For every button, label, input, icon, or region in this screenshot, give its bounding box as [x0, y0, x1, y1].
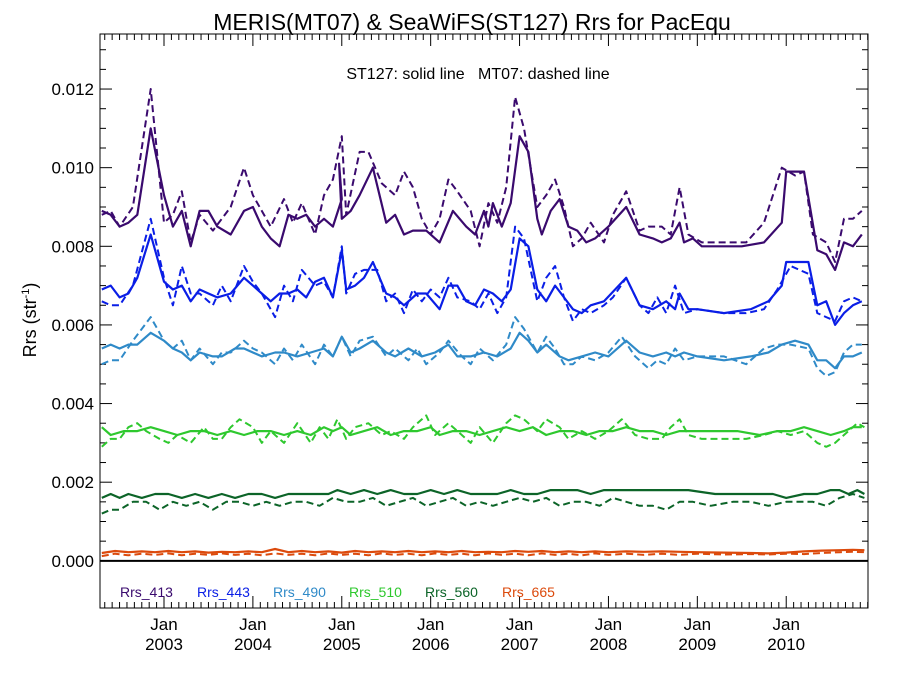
y-axis-label: Rrs (str-1): [20, 283, 40, 358]
plot-frame: [99, 33, 869, 609]
series-lines: [101, 88, 865, 558]
series-line-Rrs_510-dashed: [101, 414, 865, 448]
y-axis-label-superscript: -1: [20, 289, 32, 299]
y-tick-label: 0.006: [51, 316, 94, 335]
x-tick-label-year: 2006: [412, 635, 450, 654]
x-tick-label-year: 2010: [767, 635, 805, 654]
series-line-Rrs_443-dashed: [101, 217, 863, 322]
y-tick-label: 0.000: [51, 552, 94, 571]
y-tick-label: 0.010: [51, 159, 94, 178]
x-tick-label-month: Jan: [239, 615, 266, 634]
legend-label-Rrs_413: Rrs_413: [120, 584, 173, 600]
series-line-Rrs_510-solid: [101, 426, 862, 437]
x-tick-label-month: Jan: [684, 615, 711, 634]
x-tick-label-month: Jan: [328, 615, 355, 634]
y-tick-label: 0.002: [51, 473, 94, 492]
x-tick-label-month: Jan: [595, 615, 622, 634]
series-line-Rrs_490-solid: [101, 331, 863, 370]
chart-annotation: ST127: solid line MT07: dashed line: [346, 66, 609, 83]
x-tick-label-year: 2004: [234, 635, 272, 654]
x-tick-label-year: 2009: [678, 635, 716, 654]
series-line-Rrs_413-dashed: [101, 88, 863, 263]
svg-text:Rrs (str-1): Rrs (str-1): [20, 283, 40, 358]
x-tick-label-month: Jan: [773, 615, 800, 634]
series-line-Rrs_490-dashed: [101, 316, 862, 377]
chart-title: MERIS(MT07) & SeaWiFS(ST127) Rrs for Pac…: [213, 9, 731, 35]
x-tick-label-year: 2003: [145, 635, 183, 654]
y-axis-label-close: ): [20, 283, 40, 289]
series-line-Rrs_665-dashed: [101, 550, 865, 558]
legend: Rrs_413 Rrs_443 Rrs_490 Rrs_510 Rrs_560 Rrs_6…: [120, 584, 555, 600]
x-tick-label-month: Jan: [506, 615, 533, 634]
series-line-Rrs_665-solid: [101, 547, 865, 555]
y-tick-label: 0.012: [51, 80, 94, 99]
axis-ticks: [100, 34, 869, 608]
x-tick-label-year: 2007: [501, 635, 539, 654]
series-line-Rrs_443-solid: [101, 233, 863, 326]
legend-label-Rrs_560: Rrs_560: [425, 584, 478, 600]
y-tick-label: 0.008: [51, 237, 94, 256]
legend-label-Rrs_510: Rrs_510: [349, 584, 402, 600]
y-tick-label: 0.004: [51, 395, 94, 414]
series-line-Rrs_413-solid: [101, 127, 863, 271]
x-tick-label-year: 2008: [590, 635, 628, 654]
series-line-Rrs_560-solid: [101, 489, 865, 499]
x-tick-label-year: 2005: [323, 635, 361, 654]
legend-label-Rrs_443: Rrs_443: [197, 584, 250, 600]
x-tick-label-month: Jan: [417, 615, 444, 634]
y-axis-label-text: Rrs (str: [20, 298, 40, 357]
tick-labels: 0.0000.0020.0040.0060.0080.0100.012Jan20…: [51, 80, 805, 654]
legend-label-Rrs_665: Rrs_665: [502, 584, 555, 600]
series-line-Rrs_560-dashed: [101, 493, 865, 515]
x-tick-label-month: Jan: [150, 615, 177, 634]
legend-label-Rrs_490: Rrs_490: [273, 584, 326, 600]
